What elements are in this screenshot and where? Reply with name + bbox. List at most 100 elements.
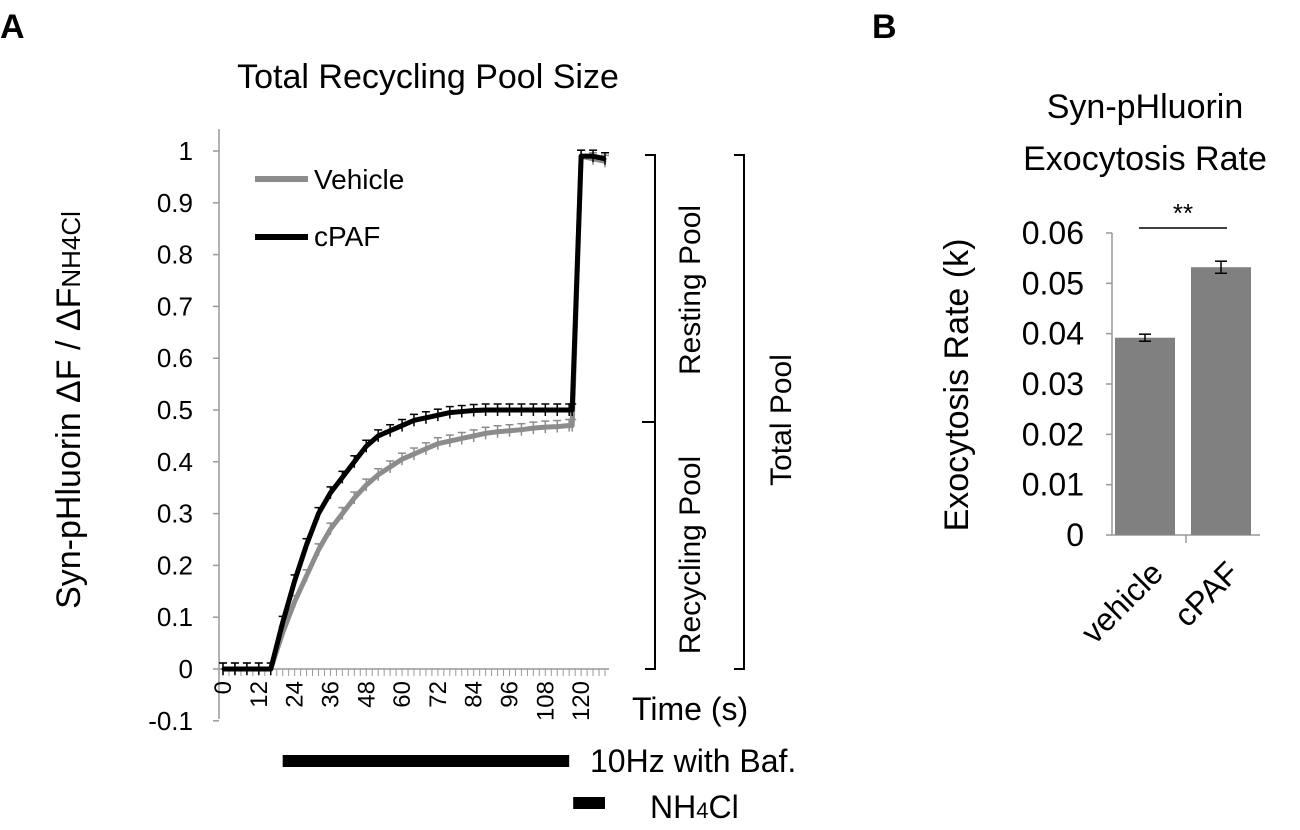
series-line-vehicle — [223, 153, 606, 672]
total-pool-label: Total Pool — [765, 354, 798, 486]
data-point — [376, 434, 380, 438]
panel-a-title: Total Recycling Pool Size — [237, 58, 619, 96]
x-tick-label: 60 — [389, 681, 416, 708]
y-tick-label: 0.5 — [157, 395, 193, 425]
stimulation-bar — [282, 755, 570, 767]
x-tick-label: 108 — [532, 681, 559, 721]
data-point — [400, 457, 404, 461]
y-tick-label: 0.01 — [1022, 467, 1084, 503]
y-axis-label-subscript: NH4Cl — [56, 211, 86, 288]
data-point — [376, 473, 380, 477]
data-point — [460, 436, 464, 440]
data-point — [496, 408, 500, 412]
data-point — [543, 425, 547, 429]
data-point — [388, 429, 392, 433]
data-point — [531, 408, 535, 412]
nh4cl-label-main: NH — [650, 789, 696, 825]
bars-group — [1115, 260, 1251, 535]
data-point — [305, 543, 309, 547]
bar-cpaf — [1191, 267, 1251, 535]
data-point — [317, 512, 320, 516]
significance-marker: ** — [1173, 198, 1193, 228]
y-tick-label: 1 — [179, 136, 193, 166]
legend-cpaf-label: cPAF — [314, 221, 380, 252]
y-tick-label: 0 — [1066, 517, 1084, 553]
data-point — [543, 408, 547, 412]
y-tick-label: 0.8 — [157, 240, 193, 270]
data-point — [221, 667, 225, 671]
data-point — [245, 667, 249, 671]
data-point — [603, 157, 607, 161]
panel-b-title-line2: Exocytosis Rate — [1023, 140, 1267, 178]
data-point — [567, 424, 571, 428]
panel-a-letter: A — [0, 8, 25, 46]
data-point — [305, 574, 309, 578]
data-point — [328, 491, 332, 495]
y-tick-label: -0.1 — [148, 706, 193, 736]
data-point — [567, 408, 571, 412]
panel-b-letter: B — [872, 8, 897, 46]
y-tick-label: 0.4 — [157, 447, 193, 477]
data-point — [340, 475, 344, 479]
nh4cl-label: NH4Cl — [650, 789, 739, 825]
data-point — [460, 410, 464, 414]
y-ticks: 0 0.01 0.02 0.03 0.04 0.05 0.06 — [1022, 215, 1112, 553]
data-point — [233, 667, 237, 671]
y-tick-label: 0.2 — [157, 550, 193, 580]
nh4cl-label-tail: Cl — [708, 789, 738, 825]
data-point — [281, 620, 285, 624]
data-point — [555, 408, 559, 412]
legend-vehicle-label: Vehicle — [314, 164, 404, 195]
data-point — [328, 527, 332, 531]
series-group — [219, 149, 609, 675]
x-tick-label: 84 — [461, 681, 488, 708]
data-point — [472, 434, 476, 438]
data-point — [448, 439, 452, 443]
y-tick-label: 0 — [179, 654, 193, 684]
stimulation-label: 10Hz with Baf. — [590, 743, 796, 779]
y-tick-label: 0.06 — [1022, 215, 1084, 251]
x-tick-label: 36 — [317, 681, 344, 708]
x-axis-label: Time (s) — [632, 691, 748, 727]
data-point — [424, 416, 428, 420]
x-tick-label: 0 — [210, 681, 237, 694]
data-point — [293, 579, 297, 583]
data-point — [448, 411, 452, 415]
line-chart: -0.1 0 0.1 0.2 0.3 0.4 0.5 0.6 0.7 0.8 0.9 1 0 12 24 3… — [50, 129, 798, 825]
data-point — [436, 413, 440, 417]
data-point — [555, 425, 559, 429]
data-point — [412, 452, 416, 456]
y-tick-label: 0.02 — [1022, 416, 1084, 452]
y-tick-label: 0.04 — [1022, 316, 1084, 352]
bar-vehicle — [1115, 337, 1175, 535]
series-line-cpaf — [223, 153, 606, 672]
x-tick-label: cPAF — [1167, 554, 1246, 633]
data-point — [531, 426, 535, 430]
x-tick-label: 72 — [425, 681, 452, 708]
data-point — [508, 429, 511, 433]
data-point — [484, 431, 488, 435]
y-tick-label: 0.1 — [157, 602, 193, 632]
data-point — [519, 408, 523, 412]
nh4cl-label-subscript: 4 — [696, 798, 708, 823]
data-point — [436, 442, 440, 446]
y-tick-label: 0.3 — [157, 499, 193, 529]
data-point — [579, 154, 583, 158]
data-point — [508, 408, 511, 412]
data-point — [591, 154, 595, 158]
data-point — [317, 548, 320, 552]
y-tick-label: 0.9 — [157, 188, 193, 218]
data-point — [484, 408, 488, 412]
x-tick-label: 24 — [282, 681, 309, 708]
data-point — [364, 444, 368, 448]
recycling-pool-label: Recycling Pool — [674, 456, 707, 654]
panel-b-title-line1: Syn-pHluorin — [1047, 88, 1244, 126]
y-axis-label: Syn-pHluorin ΔF / ΔFNH4Cl — [50, 211, 88, 609]
x-tick-label: 12 — [246, 681, 273, 708]
y-tick-label: 0.7 — [157, 291, 193, 321]
pool-bracket-inner — [645, 154, 656, 670]
